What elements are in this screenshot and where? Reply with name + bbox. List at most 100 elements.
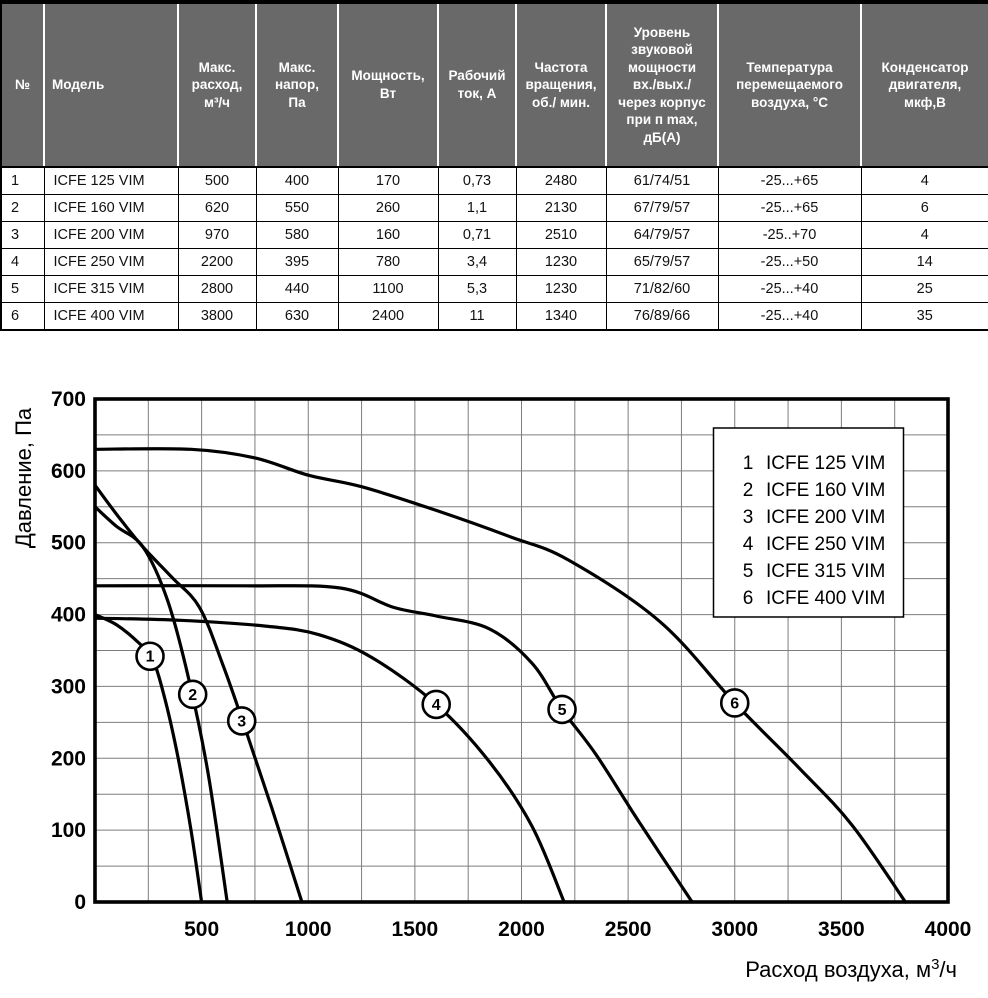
x-tick-label: 3500 <box>818 918 865 941</box>
table-cell: ICFE 125 VIM <box>43 166 179 195</box>
table-cell: 550 <box>255 194 339 222</box>
curve-marker-circle-4 <box>421 689 452 720</box>
x-tick-label: 4000 <box>925 918 972 941</box>
table-cell: 1230 <box>515 275 607 303</box>
curve-marker-number-4: 4 <box>432 697 441 714</box>
curve-marker-number-3: 3 <box>237 713 246 730</box>
table-cell: 160 <box>337 221 439 249</box>
table-cell: 64/79/57 <box>605 221 719 249</box>
table-cell: 4 <box>0 248 45 276</box>
table-cell: 6 <box>0 302 45 331</box>
spec-table-body: 1 ICFE 125 VIM 500 400 170 0,73 2480 61/74/51 -2… <box>0 166 988 331</box>
table-cell: 25 <box>860 275 988 303</box>
table-cell: 4 <box>860 221 988 249</box>
table-cell: 2510 <box>515 221 607 249</box>
y-tick-label: 200 <box>51 747 86 770</box>
x-tick-label: 2000 <box>498 918 545 941</box>
table-cell: 500 <box>177 166 257 195</box>
x-axis-title: Расход воздуха, м3/ч <box>745 956 957 982</box>
table-cell: 2 <box>0 194 45 222</box>
table-cell: 260 <box>337 194 439 222</box>
spec-table-header-row: № Модель Макс. расход, м³/ч Макс. напор, Па… <box>1 2 988 168</box>
table-cell: 2480 <box>515 166 607 195</box>
y-tick-label: 300 <box>51 675 86 698</box>
table-cell: 630 <box>255 302 339 331</box>
legend-entry-number: 5 <box>743 561 754 582</box>
curve-marker-circle-1 <box>135 641 165 672</box>
table-cell: 67/79/57 <box>605 194 719 222</box>
table-cell: ICFE 160 VIM <box>43 194 179 222</box>
x-tick-label: 3000 <box>711 918 758 941</box>
table-row-2: 2 ICFE 160 VIM 620 550 260 1,1 2130 67/79/57 -25… <box>0 194 988 222</box>
column-header-5: Рабочий ток, А <box>438 2 517 168</box>
table-row-6: 6 ICFE 400 VIM 3800 630 2400 11 1340 76/89/66 -2… <box>0 302 988 331</box>
performance-chart: 1 ICFE 125 VIM 2 ICFE 160 VIM 3 ICFE 200 VIM 4… <box>0 388 988 998</box>
table-cell: 1230 <box>515 248 607 276</box>
column-header-0: № <box>1 2 45 168</box>
table-cell: 65/79/57 <box>605 248 719 276</box>
fan-curves-chart: 1 ICFE 125 VIM 2 ICFE 160 VIM 3 ICFE 200 VIM 4… <box>11 388 972 982</box>
legend-entry-number: 3 <box>743 507 754 528</box>
table-cell: ICFE 250 VIM <box>43 248 179 276</box>
legend-entry-label: ICFE 400 VIM <box>766 588 885 609</box>
curve-marker-number-5: 5 <box>558 702 567 719</box>
curve-icfe-315-vim <box>93 584 694 904</box>
table-cell: 1340 <box>515 302 607 331</box>
table-cell: 1100 <box>337 275 439 303</box>
table-cell: 2130 <box>515 194 607 222</box>
table-cell: 400 <box>255 166 339 195</box>
column-header-4: Мощность, Вт <box>338 2 439 168</box>
table-cell: 11 <box>437 302 517 331</box>
y-tick-label: 400 <box>51 604 86 627</box>
legend-entry-number: 4 <box>743 534 754 555</box>
column-header-1: Модель <box>44 2 179 168</box>
column-header-7: Уровень звуковой мощности вх./вых./ чере… <box>606 2 719 168</box>
y-tick-label: 0 <box>74 891 86 914</box>
table-cell: 780 <box>337 248 439 276</box>
spec-table: № Модель Макс. расход, м³/ч Макс. напор, Па… <box>0 0 988 331</box>
table-cell: 440 <box>255 275 339 303</box>
table-cell: 35 <box>860 302 988 331</box>
plot-border <box>93 397 950 904</box>
table-cell: 1 <box>0 166 45 195</box>
table-cell: 5 <box>0 275 45 303</box>
table-cell: 14 <box>860 248 988 276</box>
table-cell: 1,1 <box>437 194 517 222</box>
table-cell: 0,71 <box>437 221 517 249</box>
table-cell: -25...+50 <box>717 248 862 276</box>
spec-table-header: № Модель Макс. расход, м³/ч Макс. напор, Па… <box>1 2 988 168</box>
curve-icfe-200-vim <box>93 483 304 904</box>
x-tick-label: 2500 <box>605 918 652 941</box>
curve-marker-circle-2 <box>177 679 208 710</box>
column-header-8: Температура перемещаемого воздуха, °С <box>718 2 862 168</box>
table-cell: 0,73 <box>437 166 517 195</box>
table-cell: -25...+65 <box>717 166 862 195</box>
x-tick-label: 500 <box>184 918 219 941</box>
legend-entry-label: ICFE 160 VIM <box>766 480 885 501</box>
table-cell: 71/82/60 <box>605 275 719 303</box>
legend-entry-label: ICFE 250 VIM <box>766 534 885 555</box>
legend-entry-label: ICFE 125 VIM <box>766 453 885 474</box>
table-cell: 395 <box>255 248 339 276</box>
table-cell: 5,3 <box>437 275 517 303</box>
legend-entry-number: 6 <box>743 588 754 609</box>
table-cell: 61/74/51 <box>605 166 719 195</box>
legend-entry-number: 1 <box>743 453 754 474</box>
legend-entry-label: ICFE 315 VIM <box>766 561 885 582</box>
table-cell: 6 <box>860 194 988 222</box>
table-cell: ICFE 200 VIM <box>43 221 179 249</box>
y-tick-label: 600 <box>51 460 86 483</box>
table-row-1: 1 ICFE 125 VIM 500 400 170 0,73 2480 61/74/51 -2… <box>0 166 988 195</box>
table-cell: -25..+70 <box>717 221 862 249</box>
y-tick-label: 100 <box>51 819 86 842</box>
table-cell: 170 <box>337 166 439 195</box>
y-tick-label: 700 <box>51 390 86 411</box>
x-tick-label: 1500 <box>392 918 439 941</box>
curve-icfe-125-vim <box>93 613 204 904</box>
curve-marker-number-6: 6 <box>730 695 739 712</box>
curve-marker-circle-6 <box>719 688 750 718</box>
legend-entry-label: ICFE 200 VIM <box>766 507 885 528</box>
column-header-6: Частота вращения, об./ мин. <box>516 2 607 168</box>
table-cell: ICFE 400 VIM <box>43 302 179 331</box>
